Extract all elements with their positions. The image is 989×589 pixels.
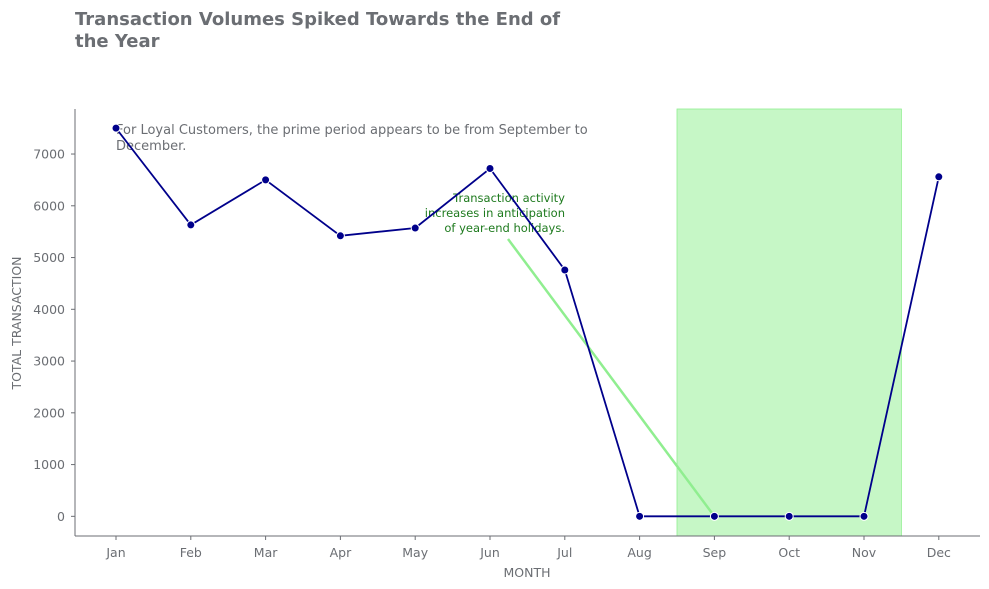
y-tick-group: 0 1000 2000 3000 4000 5000 6000 7000	[33, 147, 75, 524]
x-tick-label: Jun	[479, 545, 500, 560]
data-point-jun	[485, 164, 495, 174]
x-tick-label: Feb	[180, 545, 202, 560]
y-tick-label: 2000	[33, 405, 65, 420]
annotation-line-1: Transaction activity	[452, 191, 565, 205]
y-tick-label: 7000	[33, 147, 65, 162]
y-tick-label: 5000	[33, 250, 65, 265]
x-tick-label: Apr	[330, 545, 352, 560]
x-tick-label: Nov	[852, 545, 877, 560]
highlight-span	[676, 108, 902, 537]
annotation-line-2: increases in anticipation	[425, 206, 565, 220]
data-point-oct	[784, 511, 794, 521]
x-tick-label: Jan	[105, 545, 125, 560]
x-axis-label: MONTH	[503, 565, 550, 580]
data-point-aug	[635, 511, 645, 521]
data-point-nov	[859, 511, 869, 521]
data-point-dec	[934, 172, 944, 182]
y-tick-label: 6000	[33, 198, 65, 213]
x-tick-label: Sep	[703, 545, 727, 560]
data-point-sep	[709, 511, 719, 521]
chart-title-line-1: Transaction Volumes Spiked Towards the E…	[75, 9, 560, 30]
data-point-jul	[560, 265, 570, 275]
x-tick-label: Dec	[927, 545, 951, 560]
data-point-mar	[261, 175, 271, 185]
annotation-line-3: of year-end holidays.	[444, 221, 565, 235]
data-point-may	[410, 223, 420, 233]
y-tick-label: 1000	[33, 457, 65, 472]
x-tick-label: Aug	[627, 545, 651, 560]
x-tick-label: Jul	[556, 545, 572, 560]
chart-title-line-2: the Year	[75, 31, 160, 52]
x-tick-label: Oct	[778, 545, 800, 560]
y-tick-label: 0	[57, 509, 65, 524]
x-tick-label: Mar	[254, 545, 278, 560]
x-tick-label: May	[402, 545, 428, 560]
annotation-arrow	[506, 238, 716, 518]
y-tick-label: 3000	[33, 354, 65, 369]
data-point-feb	[186, 220, 196, 230]
data-point-jan	[111, 123, 121, 133]
x-tick-group: Jan Feb Mar Apr May Jun Jul Aug Sep Oct Nov Dec	[105, 536, 951, 560]
series-markers	[111, 123, 944, 521]
y-axis-label: TOTAL TRANSACTION	[9, 256, 24, 390]
subtitle-line-1: For Loyal Customers, the prime period ap…	[116, 123, 588, 138]
y-tick-label: 4000	[33, 302, 65, 317]
data-point-apr	[335, 231, 345, 241]
series-line	[115, 127, 940, 518]
